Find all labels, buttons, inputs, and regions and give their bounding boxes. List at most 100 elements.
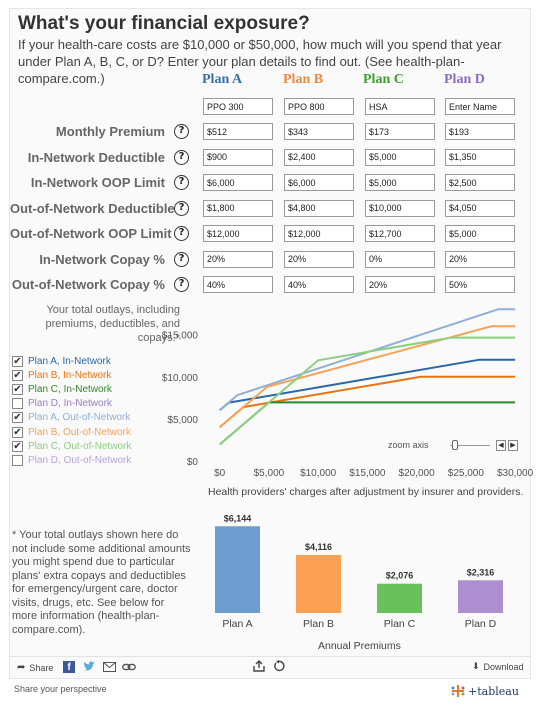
zoom-slider[interactable] (446, 440, 492, 450)
legend-item[interactable]: ✔ Plan C, In-Network (12, 382, 131, 396)
out-of-network-copay-input-plan-c[interactable] (365, 276, 435, 293)
out-of-network-oop-limit-input-plan-b[interactable] (284, 225, 354, 242)
in-network-oop-limit-input-plan-b[interactable] (284, 174, 354, 191)
email-icon[interactable] (103, 662, 116, 672)
export-icon[interactable] (253, 660, 265, 672)
help-icon[interactable]: ? (174, 149, 189, 165)
x-tick-label: $30,000 (497, 468, 534, 479)
row-label-in-network-deductible: In-Network Deductible (27, 149, 165, 165)
legend-item[interactable]: Plan D, Out-of-Network (12, 453, 131, 467)
x-tick-label: $0 (214, 468, 226, 479)
in-network-copay-input-plan-a[interactable] (203, 250, 273, 268)
out-of-network-oop-limit-input-plan-c[interactable] (365, 225, 435, 242)
zoom-right-button[interactable]: ▶ (508, 440, 518, 451)
series-legend: ✔ Plan A, In-Network ✔ Plan B, In-Network ✔ P… (12, 354, 131, 468)
checked-checkbox-icon[interactable]: ✔ (12, 383, 23, 395)
zoom-left-button[interactable]: ◀ (496, 440, 506, 451)
zoom-axis-label: zoom axis (388, 440, 429, 450)
checked-checkbox-icon[interactable]: ✔ (12, 426, 23, 438)
legend-item[interactable]: ✔ Plan B, Out-of-Network (12, 425, 131, 439)
checked-checkbox-icon[interactable]: ✔ (12, 440, 23, 452)
legend-label: Plan D, Out-of-Network (28, 454, 132, 466)
plan-c-name-input[interactable] (365, 98, 435, 115)
premium-bar[interactable] (296, 554, 341, 613)
unchecked-checkbox-icon[interactable] (12, 398, 23, 410)
tableau-cross-icon (451, 685, 465, 697)
help-icon[interactable]: ? (174, 277, 189, 292)
out-of-network-deductible-input-plan-a[interactable] (203, 199, 273, 217)
out-of-network-oop-limit-input-plan-d[interactable] (445, 225, 515, 242)
toolbar: ➦ Share f ⬇ Download (9, 656, 531, 678)
plan-a-name-input[interactable] (203, 98, 273, 115)
help-icon[interactable]: ? (174, 175, 189, 190)
out-of-network-deductible-input-plan-b[interactable] (284, 199, 354, 217)
checked-checkbox-icon[interactable]: ✔ (12, 369, 23, 381)
series-line[interactable] (219, 325, 516, 429)
in-network-deductible-input-plan-c[interactable] (365, 148, 435, 166)
legend-item[interactable]: ✔ Plan A, In-Network (12, 354, 131, 368)
share-button[interactable]: ➦ Share (17, 662, 53, 673)
checked-checkbox-icon[interactable]: ✔ (12, 412, 23, 424)
in-network-copay-input-plan-b[interactable] (284, 250, 354, 268)
legend-item[interactable]: ✔ Plan A, Out-of-Network (12, 411, 131, 425)
share-label: Share (29, 662, 54, 673)
out-of-network-deductible-input-plan-c[interactable] (365, 199, 435, 217)
share-perspective-link[interactable]: Share your perspective (14, 684, 107, 694)
facebook-icon[interactable]: f (63, 661, 75, 673)
twitter-icon[interactable] (83, 661, 96, 673)
in-network-deductible-input-plan-d[interactable] (445, 148, 515, 166)
download-label: Download (483, 662, 524, 672)
legend-item[interactable]: Plan D, In-Network (12, 397, 131, 411)
page-subtitle: If your health-care costs are $10,000 or… (18, 37, 502, 86)
series-line[interactable] (219, 336, 516, 446)
in-network-copay-input-plan-c[interactable] (365, 250, 435, 268)
bar-chart-x-label: Annual Premiums (318, 640, 401, 652)
help-icon[interactable]: ? (174, 200, 189, 216)
link-icon[interactable] (122, 662, 136, 672)
monthly-premium-input-plan-a[interactable] (203, 123, 273, 140)
out-of-network-copay-input-plan-a[interactable] (203, 276, 273, 293)
legend-label: Plan B, Out-of-Network (28, 426, 131, 438)
plan-d-header: Plan D (444, 72, 485, 87)
premium-bar[interactable] (215, 526, 260, 613)
help-icon[interactable]: ? (174, 226, 189, 241)
legend-item[interactable]: ✔ Plan C, Out-of-Network (12, 439, 131, 453)
in-network-deductible-input-plan-a[interactable] (203, 148, 273, 166)
row-label-in-network-oop-limit: In-Network OOP Limit (30, 175, 165, 190)
in-network-oop-limit-input-plan-c[interactable] (365, 174, 435, 191)
monthly-premium-input-plan-d[interactable] (445, 123, 515, 140)
out-of-network-oop-limit-input-plan-a[interactable] (203, 225, 273, 242)
monthly-premium-input-plan-b[interactable] (284, 123, 354, 140)
tableau-logo[interactable]: +tableau (450, 684, 519, 698)
help-icon[interactable]: ? (174, 124, 189, 139)
in-network-deductible-input-plan-b[interactable] (284, 148, 354, 166)
plan-b-name-input[interactable] (284, 98, 354, 115)
row-label-monthly-premium: Monthly Premium (55, 124, 165, 139)
in-network-oop-limit-input-plan-d[interactable] (445, 174, 515, 191)
in-network-copay-input-plan-d[interactable] (445, 250, 515, 268)
revert-icon[interactable] (273, 660, 285, 672)
monthly-premium-input-plan-c[interactable] (365, 123, 435, 140)
out-of-network-copay-input-plan-d[interactable] (445, 276, 515, 293)
bar-category-label: Plan C (384, 618, 416, 630)
download-button[interactable]: ⬇ Download (472, 662, 524, 672)
out-of-network-deductible-input-plan-d[interactable] (445, 199, 515, 217)
plan-d-name-input[interactable] (445, 98, 515, 115)
legend-item[interactable]: ✔ Plan B, In-Network (12, 368, 131, 382)
unchecked-checkbox-icon[interactable] (12, 454, 23, 466)
help-icon[interactable]: ? (174, 251, 189, 267)
row-label-out-of-network-deductible: Out-of-Network Deductible (10, 200, 175, 216)
premium-bar[interactable] (458, 580, 503, 613)
bar-value-label: $2,316 (467, 567, 495, 577)
out-of-network-copay-input-plan-b[interactable] (284, 276, 354, 293)
premium-bar[interactable] (377, 583, 422, 613)
bar-category-label: Plan D (465, 618, 497, 630)
legend-label: Plan B, In-Network (28, 369, 112, 381)
in-network-oop-limit-input-plan-a[interactable] (203, 174, 273, 191)
checked-checkbox-icon[interactable]: ✔ (12, 355, 23, 367)
legend-label: Plan C, In-Network (28, 383, 112, 395)
bar-category-label: Plan A (222, 618, 252, 630)
zoom-thumb[interactable] (452, 440, 458, 450)
